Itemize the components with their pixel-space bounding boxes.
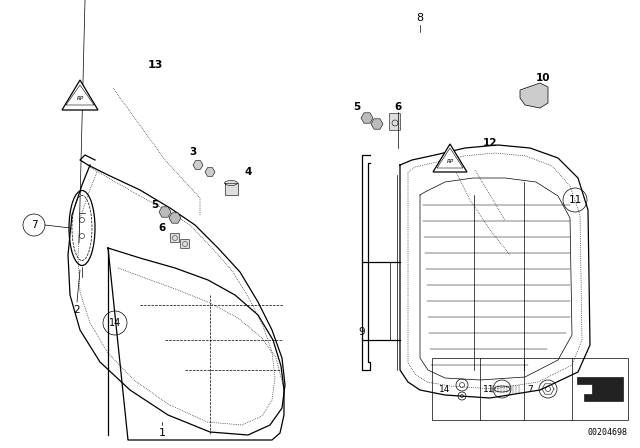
Text: 00204698: 00204698 — [588, 427, 628, 436]
Polygon shape — [169, 213, 181, 223]
FancyBboxPatch shape — [390, 113, 401, 130]
Text: 5: 5 — [152, 200, 159, 210]
Text: 11: 11 — [568, 195, 582, 205]
Text: RP: RP — [446, 159, 454, 164]
FancyBboxPatch shape — [170, 233, 179, 242]
Text: 8: 8 — [417, 13, 424, 23]
Polygon shape — [225, 183, 238, 195]
Text: 4: 4 — [244, 167, 252, 177]
Polygon shape — [371, 119, 383, 129]
Text: 9: 9 — [358, 327, 365, 337]
Text: 14: 14 — [439, 384, 451, 393]
Polygon shape — [577, 377, 623, 401]
Polygon shape — [159, 207, 171, 217]
Polygon shape — [361, 113, 373, 123]
Text: 2: 2 — [74, 305, 80, 315]
Text: 11: 11 — [483, 384, 495, 393]
FancyBboxPatch shape — [180, 240, 189, 249]
Text: 14: 14 — [109, 318, 121, 328]
Text: 13: 13 — [147, 60, 163, 70]
Text: RP: RP — [76, 95, 84, 100]
Text: 10: 10 — [536, 73, 550, 83]
Text: 12: 12 — [483, 138, 497, 148]
Polygon shape — [62, 80, 98, 110]
Ellipse shape — [225, 181, 237, 185]
Polygon shape — [66, 85, 94, 105]
Text: 1: 1 — [159, 428, 166, 438]
Polygon shape — [520, 83, 548, 108]
Text: 7: 7 — [527, 384, 532, 393]
Text: 3: 3 — [189, 147, 196, 157]
Polygon shape — [205, 168, 215, 177]
Text: 6: 6 — [394, 102, 402, 112]
Polygon shape — [193, 161, 203, 169]
Bar — [432, 358, 628, 420]
Text: 5: 5 — [353, 102, 360, 112]
Polygon shape — [433, 144, 467, 172]
Text: 7: 7 — [31, 220, 37, 230]
Polygon shape — [437, 148, 463, 168]
Text: 6: 6 — [158, 223, 166, 233]
